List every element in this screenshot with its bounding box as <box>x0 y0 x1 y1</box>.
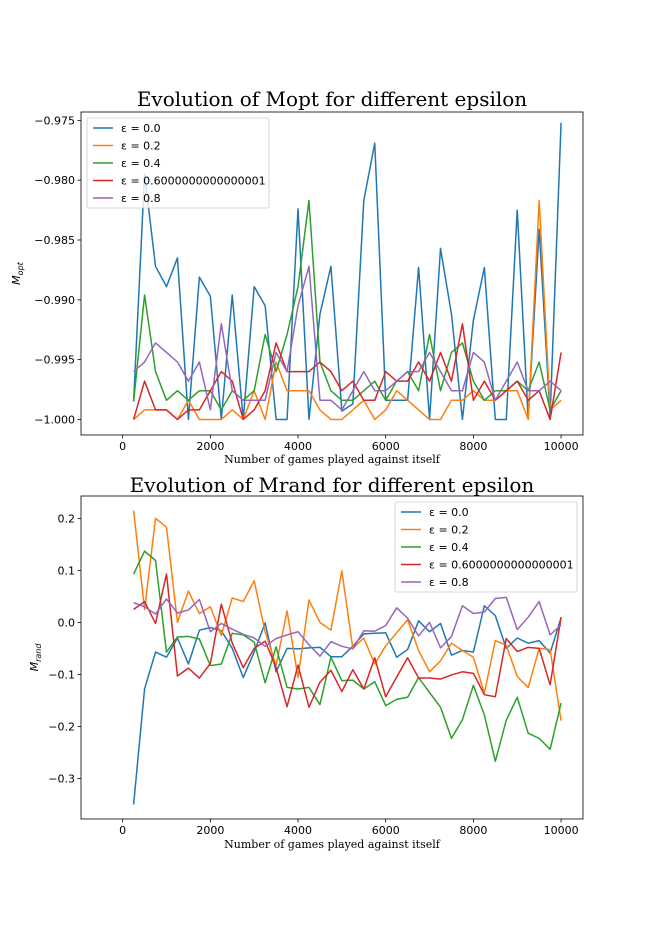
y-tick-label: 0.1 <box>58 564 76 577</box>
y-axis-label-sub: opt <box>16 261 25 275</box>
x-tick-label: 10000 <box>544 440 579 453</box>
x-axis-label: Number of games played against itself <box>224 453 441 466</box>
series-line-0 <box>132 605 562 805</box>
y-tick-label: 0.0 <box>58 616 76 629</box>
axes-frame <box>80 111 584 436</box>
y-tick-label: −0.985 <box>34 234 75 247</box>
series-line-1 <box>133 199 562 421</box>
series-line-1 <box>132 510 562 721</box>
y-tick-label: −0.3 <box>48 772 75 785</box>
x-tick-label: 2000 <box>196 824 224 837</box>
y-axis-label: Mopt <box>10 261 25 284</box>
legend-label-4: ε = 0.8 <box>429 576 469 589</box>
chart-title: Evolution of Mrand for different epsilon <box>130 473 535 497</box>
legend-box <box>394 501 578 593</box>
legend-label-0: ε = 0.0 <box>429 506 469 519</box>
x-tick-label: 2000 <box>196 440 224 453</box>
y-axis-label-main: M <box>10 275 23 285</box>
mopt-plot: Evolution of Mopt for different epsilon 0… <box>10 87 584 466</box>
y-tick-label: −0.990 <box>34 294 75 307</box>
x-tick-label: 10000 <box>544 824 579 837</box>
y-tick-label: −0.995 <box>34 354 75 367</box>
x-tick-label: 4000 <box>284 824 312 837</box>
y-tick-label: −1.000 <box>34 413 75 426</box>
axes-frame <box>80 495 584 820</box>
y-tick-label: 0.2 <box>58 512 76 525</box>
y-axis-label-main: M <box>28 661 41 671</box>
x-tick-label: 0 <box>119 440 126 453</box>
x-axis-label: Number of games played against itself <box>224 838 441 851</box>
series-line-4 <box>133 265 562 411</box>
y-tick-label: −0.975 <box>34 114 75 127</box>
mrand-plot: Evolution of Mrand for different epsilon… <box>28 473 584 851</box>
legend-label-2: ε = 0.4 <box>121 157 161 170</box>
series-line-3 <box>132 322 562 421</box>
y-tick-label: −0.2 <box>48 720 75 733</box>
x-tick-label: 4000 <box>284 440 312 453</box>
legend-label-3: ε = 0.6000000000000001 <box>429 559 574 572</box>
series-line-0 <box>132 122 562 421</box>
x-tick-label: 8000 <box>459 440 487 453</box>
y-tick-label: −0.980 <box>34 174 75 187</box>
legend-label-1: ε = 0.2 <box>121 140 161 153</box>
y-axis-label: Mrand <box>28 643 43 672</box>
x-tick-label: 0 <box>119 824 126 837</box>
legend-label-1: ε = 0.2 <box>429 524 469 537</box>
legend-label-4: ε = 0.8 <box>121 192 161 205</box>
x-tick-label: 8000 <box>459 824 487 837</box>
y-axis-label-sub: rand <box>34 643 43 662</box>
series-line-4 <box>133 596 562 657</box>
chart-title: Evolution of Mopt for different epsilon <box>137 87 527 111</box>
x-tick-label: 6000 <box>372 824 400 837</box>
x-tick-label: 6000 <box>372 440 400 453</box>
legend-box <box>86 117 270 209</box>
legend-label-0: ε = 0.0 <box>121 122 161 135</box>
legend-label-2: ε = 0.4 <box>429 541 469 554</box>
legend-label-3: ε = 0.6000000000000001 <box>121 175 266 188</box>
y-tick-label: −0.1 <box>48 668 75 681</box>
series-line-3 <box>133 573 562 708</box>
